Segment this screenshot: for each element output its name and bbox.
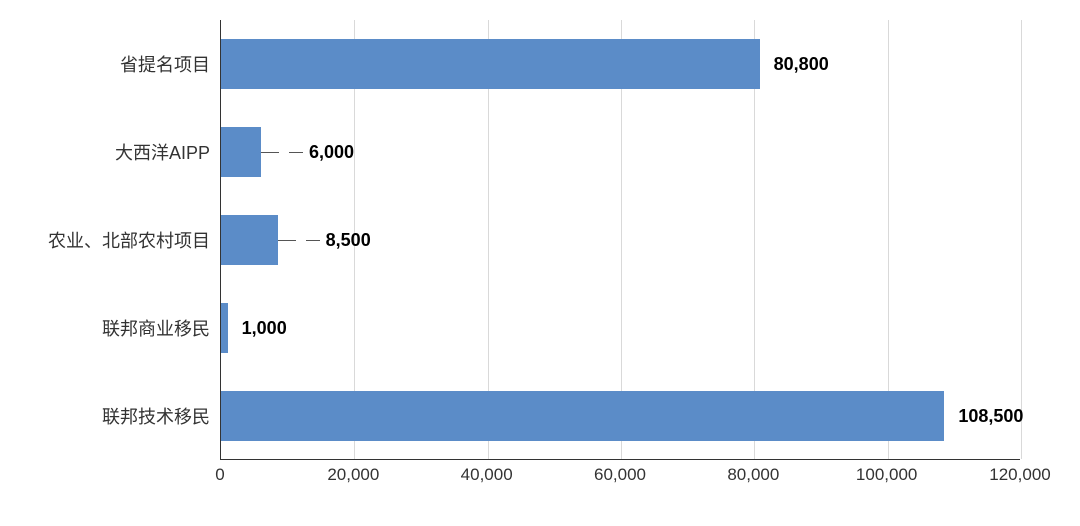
chart-container: 80,800 6,000 8,500 1,000 108,500 0 20,000 40,0…	[0, 0, 1080, 526]
bar	[221, 391, 944, 441]
callout-leader	[278, 240, 296, 241]
y-category-label: 农业、北部农村项目	[10, 227, 210, 253]
x-tick-label: 100,000	[856, 465, 917, 485]
y-category-label: 联邦商业移民	[10, 315, 210, 341]
bar-row: 108,500	[221, 391, 1023, 441]
x-tick-label: 20,000	[327, 465, 379, 485]
bar	[221, 127, 261, 177]
bar	[221, 215, 278, 265]
x-tick-label: 40,000	[461, 465, 513, 485]
y-category-label: 省提名项目	[10, 51, 210, 77]
callout-leader	[261, 152, 279, 153]
bar	[221, 39, 760, 89]
x-tick-label: 60,000	[594, 465, 646, 485]
bar-value-label: 108,500	[958, 406, 1023, 427]
y-category-label: 联邦技术移民	[10, 403, 210, 429]
x-tick-label: 120,000	[989, 465, 1050, 485]
bar-row: 80,800	[221, 39, 829, 89]
bar-row: 1,000	[221, 303, 287, 353]
callout-line	[306, 240, 320, 241]
x-tick-label: 0	[215, 465, 224, 485]
bar-value-label: 80,800	[774, 54, 829, 75]
y-category-label: 大西洋AIPP	[10, 139, 210, 165]
bar-value-label: 6,000	[309, 142, 354, 163]
bar-row: 6,000	[221, 127, 354, 177]
x-tick-label: 80,000	[727, 465, 779, 485]
callout-line	[289, 152, 303, 153]
bar-row: 8,500	[221, 215, 371, 265]
plot-area: 80,800 6,000 8,500 1,000 108,500	[220, 20, 1020, 460]
bar-value-label: 8,500	[326, 230, 371, 251]
bar-value-label: 1,000	[242, 318, 287, 339]
bar	[221, 303, 228, 353]
